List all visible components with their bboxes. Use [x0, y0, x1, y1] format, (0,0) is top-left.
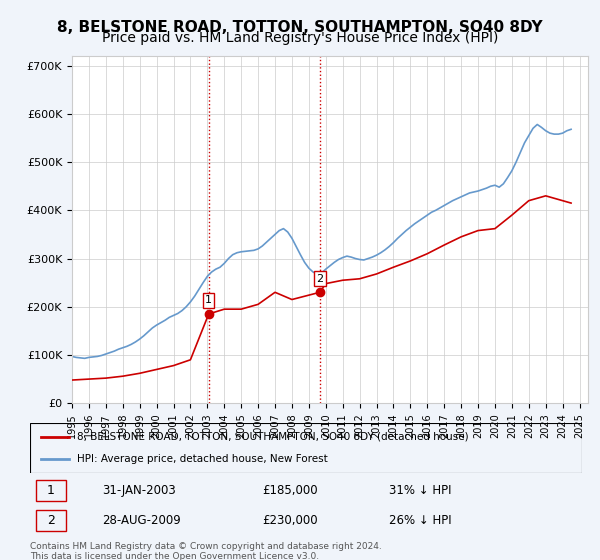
Text: 31% ↓ HPI: 31% ↓ HPI	[389, 484, 451, 497]
Text: 26% ↓ HPI: 26% ↓ HPI	[389, 514, 451, 526]
Text: 8, BELSTONE ROAD, TOTTON, SOUTHAMPTON, SO40 8DY: 8, BELSTONE ROAD, TOTTON, SOUTHAMPTON, S…	[57, 20, 543, 35]
Text: 8, BELSTONE ROAD, TOTTON, SOUTHAMPTON, SO40 8DY (detached house): 8, BELSTONE ROAD, TOTTON, SOUTHAMPTON, S…	[77, 432, 469, 442]
Text: £230,000: £230,000	[262, 514, 317, 526]
Text: £185,000: £185,000	[262, 484, 317, 497]
Bar	[35, 480, 66, 501]
Text: Price paid vs. HM Land Registry's House Price Index (HPI): Price paid vs. HM Land Registry's House …	[102, 31, 498, 45]
Text: 1: 1	[205, 295, 212, 305]
Text: HPI: Average price, detached house, New Forest: HPI: Average price, detached house, New …	[77, 454, 328, 464]
Text: 31-JAN-2003: 31-JAN-2003	[102, 484, 176, 497]
Text: 28-AUG-2009: 28-AUG-2009	[102, 514, 181, 526]
Bar	[35, 510, 66, 531]
Text: 1: 1	[47, 484, 55, 497]
Text: 2: 2	[47, 514, 55, 526]
Text: Contains HM Land Registry data © Crown copyright and database right 2024.
This d: Contains HM Land Registry data © Crown c…	[30, 542, 382, 560]
Text: 2: 2	[316, 274, 323, 283]
